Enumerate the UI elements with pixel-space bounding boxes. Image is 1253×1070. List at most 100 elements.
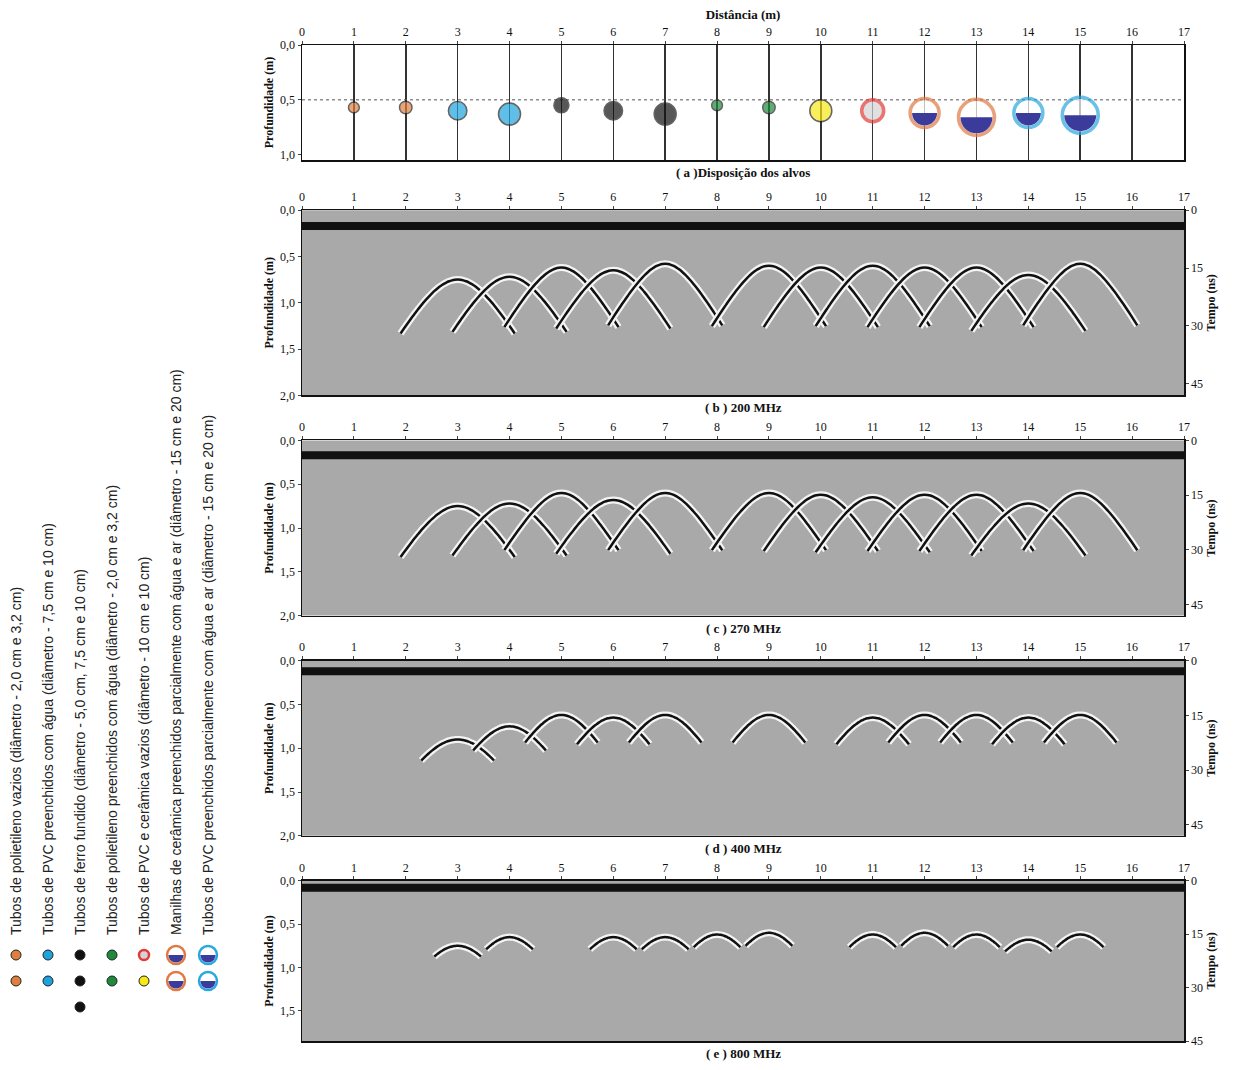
- svg-text:12: 12: [919, 420, 931, 434]
- svg-text:11: 11: [867, 861, 879, 875]
- svg-text:15: 15: [1074, 420, 1086, 434]
- svg-text:Profundidade (m): Profundidade (m): [262, 257, 276, 348]
- svg-text:15: 15: [1074, 640, 1086, 654]
- svg-text:10: 10: [815, 861, 827, 875]
- svg-text:Tempo (ns): Tempo (ns): [1204, 932, 1218, 989]
- svg-text:15: 15: [1191, 488, 1203, 502]
- svg-text:( e ) 800 MHz: ( e ) 800 MHz: [706, 1046, 781, 1061]
- svg-text:Tempo (ns): Tempo (ns): [1204, 274, 1218, 331]
- svg-text:3: 3: [455, 420, 461, 434]
- svg-text:0: 0: [1191, 654, 1197, 668]
- svg-text:6: 6: [610, 190, 616, 204]
- svg-text:2,0: 2,0: [280, 609, 295, 623]
- svg-text:30: 30: [1191, 319, 1203, 333]
- svg-text:3: 3: [455, 190, 461, 204]
- svg-text:16: 16: [1126, 640, 1138, 654]
- svg-text:0,0: 0,0: [280, 434, 295, 448]
- svg-text:2: 2: [403, 25, 409, 39]
- svg-text:9: 9: [766, 25, 772, 39]
- svg-text:1,5: 1,5: [280, 565, 295, 579]
- svg-text:7: 7: [662, 861, 668, 875]
- svg-text:1,5: 1,5: [280, 785, 295, 799]
- svg-text:45: 45: [1191, 598, 1203, 612]
- svg-text:Tubos de ferro fundido (diâmet: Tubos de ferro fundido (diâmetro - 5,0 c…: [72, 569, 88, 935]
- svg-text:2,0: 2,0: [280, 829, 295, 843]
- svg-text:Profundidade (m): Profundidade (m): [262, 915, 276, 1006]
- svg-text:16: 16: [1126, 190, 1138, 204]
- svg-text:Distância (m): Distância (m): [706, 7, 781, 22]
- svg-text:13: 13: [970, 861, 982, 875]
- svg-text:5: 5: [558, 420, 564, 434]
- svg-text:4: 4: [507, 861, 513, 875]
- svg-text:0,0: 0,0: [280, 203, 295, 217]
- svg-text:10: 10: [815, 25, 827, 39]
- svg-text:0: 0: [299, 190, 305, 204]
- svg-text:1: 1: [351, 420, 357, 434]
- svg-text:6: 6: [610, 420, 616, 434]
- svg-text:45: 45: [1191, 377, 1203, 391]
- svg-text:1,0: 1,0: [280, 961, 295, 975]
- svg-text:4: 4: [507, 420, 513, 434]
- svg-text:0,5: 0,5: [280, 477, 295, 491]
- svg-text:2,0: 2,0: [280, 389, 295, 403]
- svg-text:9: 9: [766, 861, 772, 875]
- svg-text:13: 13: [970, 420, 982, 434]
- svg-text:4: 4: [507, 25, 513, 39]
- svg-text:10: 10: [815, 640, 827, 654]
- svg-text:14: 14: [1022, 420, 1034, 434]
- svg-text:8: 8: [714, 640, 720, 654]
- svg-text:14: 14: [1022, 640, 1034, 654]
- svg-text:0,0: 0,0: [280, 38, 295, 52]
- svg-text:6: 6: [610, 861, 616, 875]
- svg-text:5: 5: [558, 861, 564, 875]
- svg-text:10: 10: [815, 420, 827, 434]
- svg-text:2: 2: [403, 420, 409, 434]
- svg-text:0: 0: [1191, 434, 1197, 448]
- svg-text:1,5: 1,5: [280, 342, 295, 356]
- svg-text:0,0: 0,0: [280, 654, 295, 668]
- svg-text:0,0: 0,0: [280, 874, 295, 888]
- svg-text:15: 15: [1191, 709, 1203, 723]
- svg-text:7: 7: [662, 190, 668, 204]
- svg-text:12: 12: [919, 25, 931, 39]
- svg-text:15: 15: [1074, 190, 1086, 204]
- svg-text:Tubos de polietileno vazios (d: Tubos de polietileno vazios (diâmetro - …: [8, 587, 24, 935]
- svg-text:15: 15: [1074, 861, 1086, 875]
- svg-text:11: 11: [867, 420, 879, 434]
- svg-text:15: 15: [1191, 261, 1203, 275]
- svg-text:5: 5: [558, 640, 564, 654]
- svg-text:5: 5: [558, 190, 564, 204]
- svg-text:6: 6: [610, 640, 616, 654]
- svg-text:0: 0: [1191, 203, 1197, 217]
- svg-text:17: 17: [1178, 420, 1190, 434]
- svg-text:6: 6: [610, 25, 616, 39]
- svg-text:15: 15: [1074, 25, 1086, 39]
- svg-text:30: 30: [1191, 543, 1203, 557]
- svg-text:16: 16: [1126, 420, 1138, 434]
- svg-text:12: 12: [919, 640, 931, 654]
- svg-text:1,0: 1,0: [280, 521, 295, 535]
- svg-text:2: 2: [403, 861, 409, 875]
- svg-text:0,5: 0,5: [280, 250, 295, 264]
- svg-text:4: 4: [507, 640, 513, 654]
- svg-text:Tubos de PVC e cerâmica vazios: Tubos de PVC e cerâmica vazios (diâmetro…: [136, 557, 152, 935]
- svg-text:Tubos de PVC preenchidos parci: Tubos de PVC preenchidos parcialmente co…: [200, 415, 216, 935]
- svg-text:10: 10: [815, 190, 827, 204]
- svg-text:0,5: 0,5: [280, 698, 295, 712]
- svg-text:1: 1: [351, 190, 357, 204]
- svg-text:( b ) 200 MHz: ( b ) 200 MHz: [705, 400, 782, 415]
- svg-text:Profundidade (m): Profundidade (m): [262, 482, 276, 573]
- svg-text:7: 7: [662, 25, 668, 39]
- svg-text:0,5: 0,5: [280, 917, 295, 931]
- svg-text:1,5: 1,5: [280, 1004, 295, 1018]
- svg-text:45: 45: [1191, 818, 1203, 832]
- svg-text:5: 5: [558, 25, 564, 39]
- svg-text:8: 8: [714, 25, 720, 39]
- svg-text:14: 14: [1022, 861, 1034, 875]
- svg-text:3: 3: [455, 640, 461, 654]
- svg-text:Tempo (ns): Tempo (ns): [1204, 499, 1218, 556]
- svg-text:0: 0: [1191, 874, 1197, 888]
- svg-text:Tubos de polietileno preenchid: Tubos de polietileno preenchidos com águ…: [104, 485, 120, 935]
- svg-text:Profundidade (m): Profundidade (m): [262, 57, 276, 148]
- svg-text:30: 30: [1191, 981, 1203, 995]
